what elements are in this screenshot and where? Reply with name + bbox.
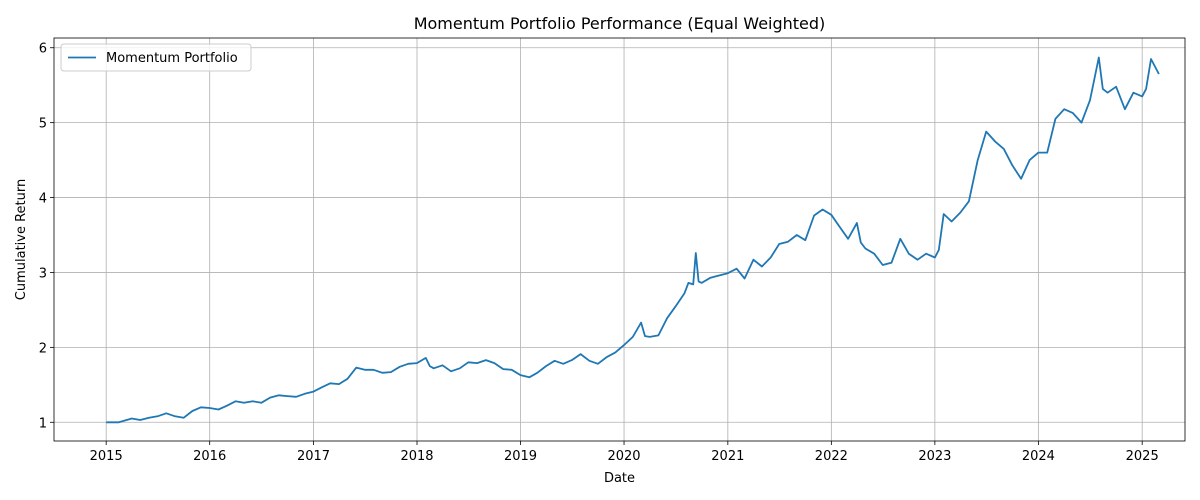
x-axis-label: Date bbox=[604, 471, 635, 486]
x-tick-label: 2015 bbox=[90, 449, 123, 464]
plot-area bbox=[54, 38, 1185, 441]
x-tick-label: 2023 bbox=[918, 449, 951, 464]
x-tick-label: 2024 bbox=[1022, 449, 1055, 464]
y-tick-label: 5 bbox=[39, 117, 47, 132]
y-tick-label: 1 bbox=[39, 416, 47, 431]
x-tick-label: 2025 bbox=[1126, 449, 1159, 464]
x-tick-label: 2021 bbox=[711, 449, 744, 464]
chart-title: Momentum Portfolio Performance (Equal We… bbox=[414, 14, 826, 33]
ticks: 2015 2016 2017 2018 2019 2020 2021 2022 2023 2024… bbox=[39, 42, 1159, 464]
y-axis-label: Cumulative Return bbox=[14, 179, 29, 300]
legend-label: Momentum Portfolio bbox=[106, 51, 238, 66]
legend: Momentum Portfolio bbox=[60, 43, 252, 72]
y-tick-label: 2 bbox=[39, 341, 47, 356]
y-tick-label: 4 bbox=[39, 192, 47, 207]
x-tick-label: 2022 bbox=[815, 449, 848, 464]
legend-box bbox=[60, 43, 252, 72]
x-tick-label: 2017 bbox=[297, 449, 330, 464]
plot-frame bbox=[53, 37, 1186, 442]
x-tick-label: 2016 bbox=[193, 449, 226, 464]
y-tick-label: 6 bbox=[39, 42, 47, 57]
x-tick-label: 2020 bbox=[607, 449, 640, 464]
grid bbox=[54, 38, 1185, 441]
series-line-momentum-portfolio bbox=[106, 56, 1160, 424]
y-tick-label: 3 bbox=[39, 266, 47, 281]
x-tick-label: 2019 bbox=[504, 449, 537, 464]
x-tick-label: 2018 bbox=[400, 449, 433, 464]
series-layer bbox=[106, 56, 1160, 424]
